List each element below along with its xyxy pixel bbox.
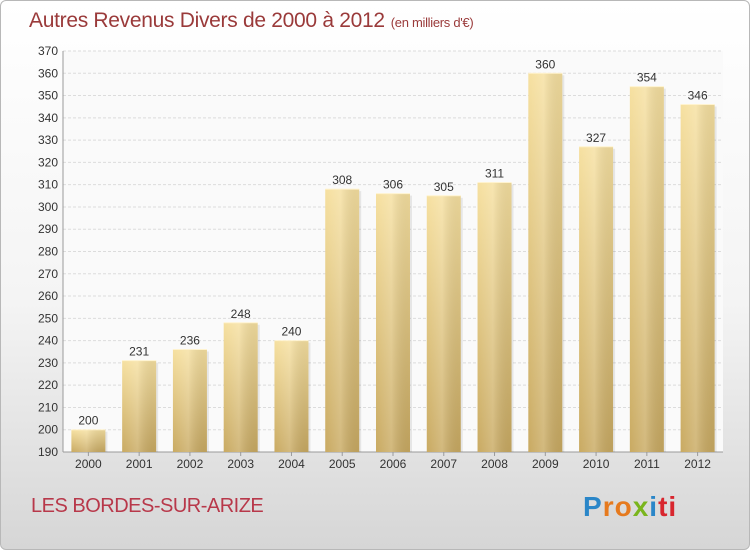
chart-title-text: Autres Revenus Divers de 2000 à 2012 [29, 9, 385, 32]
y-tick-label: 270 [38, 267, 58, 281]
x-tick-label: 2003 [227, 457, 254, 471]
chart-title: Autres Revenus Divers de 2000 à 2012 (en … [29, 9, 474, 33]
chart-unit: (en milliers d'€) [390, 15, 474, 30]
y-tick-label: 210 [38, 400, 58, 414]
x-tick-label: 2002 [177, 457, 204, 471]
bar-highlight [629, 86, 664, 453]
plot-area: 190 200 210 220 230 240 250 260 270 280 290 300 310 3… [38, 44, 723, 471]
bar-value-label: 236 [180, 334, 200, 348]
bar-value-label: 240 [281, 325, 301, 339]
bar-highlight [426, 195, 461, 453]
bar-highlight [680, 104, 715, 452]
x-tick-label: 2012 [684, 457, 711, 471]
commune-name: LES BORDES-SUR-ARIZE [31, 495, 264, 517]
y-tick-label: 260 [38, 289, 58, 303]
y-tick-label: 240 [38, 334, 58, 348]
y-tick-label: 370 [38, 44, 58, 58]
y-tick-label: 230 [38, 356, 58, 370]
x-tick-label: 2006 [380, 457, 407, 471]
y-tick-label: 330 [38, 133, 58, 147]
y-tick-label: 220 [38, 378, 58, 392]
bar-highlight [325, 189, 360, 452]
bar-highlight [122, 360, 157, 452]
bar-value-label: 231 [129, 345, 149, 359]
bar-highlight [477, 182, 512, 452]
x-tick-label: 2004 [278, 457, 305, 471]
bar-value-label: 200 [78, 414, 98, 428]
bar-value-label: 311 [485, 166, 504, 180]
y-tick-label: 360 [38, 66, 58, 80]
x-tick-label: 2007 [430, 457, 457, 471]
x-tick-label: 2005 [329, 457, 356, 471]
y-tick-label: 310 [38, 178, 58, 192]
x-tick-label: 2009 [532, 457, 559, 471]
bar-value-label: 305 [434, 180, 454, 194]
bar-highlight [579, 146, 614, 453]
bar-value-label: 346 [688, 88, 708, 102]
y-tick-label: 190 [38, 445, 58, 459]
bar-highlight [528, 73, 563, 453]
bar-value-label: 327 [586, 131, 606, 145]
x-tick-label: 2010 [583, 457, 610, 471]
bar-value-label: 360 [535, 57, 555, 71]
bar-highlight [223, 322, 258, 452]
x-tick-label: 2000 [75, 457, 102, 471]
y-tick-label: 280 [38, 245, 58, 259]
y-tick-label: 340 [38, 111, 58, 125]
y-tick-label: 250 [38, 311, 58, 325]
y-tick-label: 200 [38, 423, 58, 437]
bar-highlight [376, 193, 410, 453]
x-tick-label: 2011 [634, 457, 660, 471]
x-tick-label: 2008 [481, 457, 508, 471]
bar-value-label: 308 [332, 173, 352, 187]
bar-value-label: 306 [383, 178, 403, 192]
y-tick-label: 290 [38, 222, 58, 236]
y-tick-label: 300 [38, 200, 58, 214]
y-tick-label: 350 [38, 89, 58, 103]
bar-highlight [274, 340, 309, 452]
bar-highlight [172, 349, 207, 452]
bar-value-label: 248 [231, 307, 251, 321]
x-tick-label: 2001 [126, 457, 153, 471]
bar-value-label: 354 [637, 71, 657, 85]
y-tick-label: 320 [38, 155, 58, 169]
proxiti-logo: Proxiti [583, 491, 678, 522]
bar-highlight [71, 429, 106, 452]
